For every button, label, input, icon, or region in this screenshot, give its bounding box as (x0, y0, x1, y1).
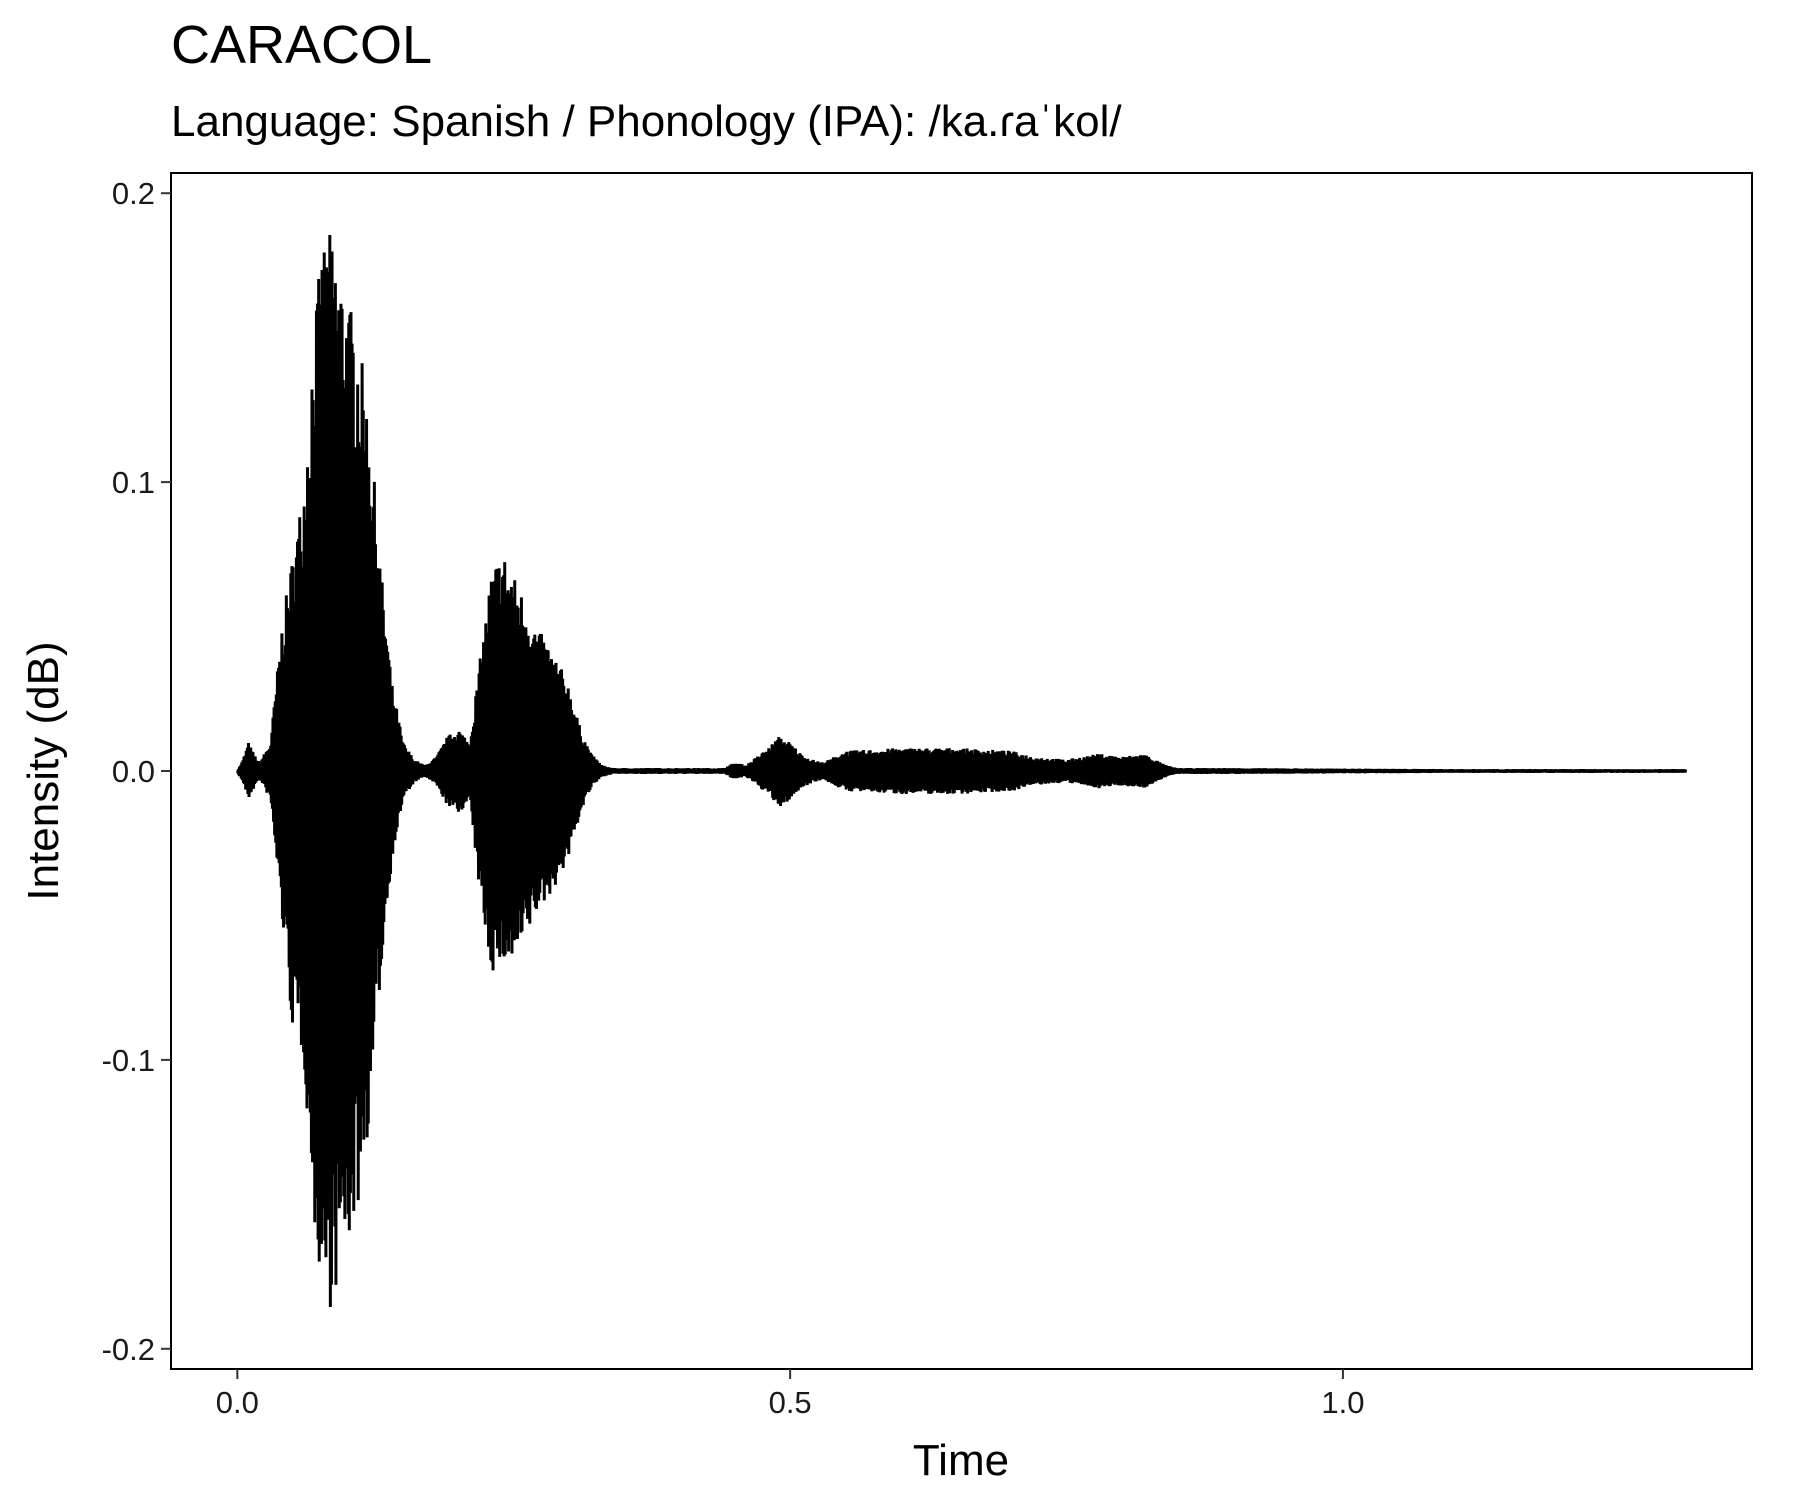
y-axis: 0.2 0.1 0.0 -0.1 -0.2 (102, 176, 171, 1367)
waveform-series (235, 234, 1688, 1307)
x-axis: 0.0 0.5 1.0 (216, 1369, 1364, 1420)
x-tick-label: 1.0 (1321, 1385, 1364, 1420)
y-axis-title: Intensity (dB) (19, 641, 68, 900)
chart-title: CARACOL (171, 15, 432, 75)
x-tick-label: 0.0 (216, 1385, 259, 1420)
y-tick-label: 0.1 (112, 465, 155, 500)
chart-subtitle: Language: Spanish / Phonology (IPA): /ka… (171, 97, 1122, 146)
y-tick-label: 0.2 (112, 176, 155, 211)
y-tick-label: -0.1 (102, 1043, 155, 1078)
x-tick-label: 0.5 (769, 1385, 812, 1420)
y-tick-label: 0.0 (112, 754, 155, 789)
y-tick-label: -0.2 (102, 1332, 155, 1367)
x-axis-title: Time (913, 1436, 1009, 1485)
